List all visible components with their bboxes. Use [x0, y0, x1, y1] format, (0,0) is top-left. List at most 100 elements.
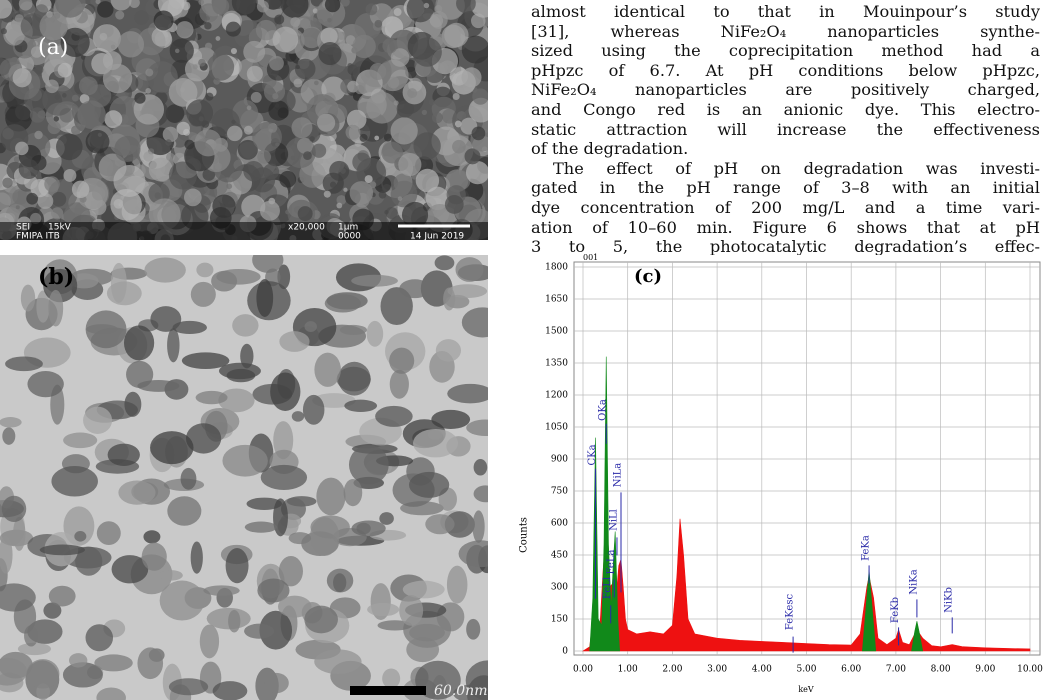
scale-label: 60.0nm [434, 683, 487, 699]
tem-particle [304, 606, 338, 634]
tem-particle [466, 619, 480, 640]
tem-particle [349, 445, 389, 484]
y-tick-label: 1500 [545, 327, 568, 337]
tem-particle [244, 624, 274, 639]
sem-grain [379, 191, 387, 199]
y-tick-label: 1200 [545, 391, 568, 401]
sem-grain [51, 207, 63, 219]
tem-particle [94, 654, 132, 671]
y-tick-label: 1800 [545, 263, 568, 273]
y-tick-label: 1650 [545, 295, 568, 305]
sem-grain [394, 8, 402, 16]
tem-particle [196, 263, 213, 278]
tem-particle [435, 255, 455, 270]
tem-particle [351, 520, 385, 536]
figures: (a)SEI15kVFMIPA ITBx20,0001µm000014 Jun … [0, 0, 1052, 700]
tem-particle [159, 570, 183, 581]
sem-grain [114, 136, 140, 162]
sem-grain [103, 64, 132, 93]
sem-grain [226, 22, 241, 37]
sem-grain [429, 99, 435, 105]
sem-grain [56, 134, 83, 161]
y-tick-label: 450 [551, 551, 568, 561]
tem-particle [40, 545, 85, 556]
sem-grain [365, 3, 377, 15]
sem-grain [205, 93, 213, 101]
sem-texture [0, 0, 498, 256]
sem-grain [170, 39, 194, 63]
tem-particle [97, 521, 121, 545]
tem-particle [160, 581, 205, 621]
sem-grain [318, 42, 341, 65]
sem-grain [145, 88, 151, 94]
tem-particle [409, 472, 449, 498]
sem-grain [352, 153, 371, 172]
tem-particle [240, 344, 253, 369]
tem-particle [413, 429, 458, 457]
tem-particle [264, 673, 289, 693]
sem-grain [79, 76, 98, 95]
sem-grain [324, 191, 331, 198]
tem-particle [261, 465, 307, 490]
tem-particle [83, 407, 112, 434]
sem-grain [198, 59, 206, 67]
scale-bar [350, 686, 426, 695]
sem-grain [472, 127, 486, 141]
sem-grain [314, 81, 319, 86]
peak-label: FeKb [890, 597, 901, 623]
panel-label: (b) [38, 264, 74, 290]
sem-grain [145, 69, 153, 77]
tem-particle [379, 512, 394, 525]
sem-grain [317, 114, 335, 132]
sem-grain [251, 92, 262, 103]
tem-particle [74, 531, 86, 542]
tem-particle [213, 681, 248, 700]
x-tick-label: 8.00 [931, 665, 951, 675]
tem-particle [191, 282, 216, 307]
sem-grain [269, 56, 284, 71]
panel-label: (a) [38, 35, 68, 60]
tem-particle [191, 541, 203, 573]
sem-grain [204, 22, 211, 29]
x-tick-label: 9.00 [975, 665, 995, 675]
sem-grain [398, 153, 421, 176]
sem-grain [63, 169, 76, 182]
sem-grain [247, 66, 263, 82]
tem-particle [227, 369, 256, 382]
tem-particle [144, 258, 185, 283]
y-tick-label: 1050 [545, 423, 568, 433]
tem-particle [126, 361, 153, 388]
sem-grain [375, 20, 383, 28]
y-axis-label: Counts [519, 517, 530, 553]
tem-particle [337, 367, 371, 392]
tem-particle [292, 411, 304, 422]
sem-grain [34, 131, 42, 139]
sem-grain [343, 188, 347, 192]
sem-grain [154, 10, 174, 30]
tem-particle [279, 331, 309, 352]
tem-particle [344, 400, 377, 412]
sem-grain [86, 130, 110, 154]
sem-grain [19, 159, 39, 179]
y-tick-label: 900 [551, 455, 568, 465]
tem-particle [167, 328, 179, 362]
sem-grain [369, 181, 376, 188]
sem-grain [260, 201, 280, 221]
tem-particle [256, 279, 273, 317]
sem-grain [244, 126, 253, 135]
page: almost identical to that in Mouinpour’s … [0, 0, 1052, 700]
x-tick-label: 4.00 [752, 665, 772, 675]
sem-grain [186, 99, 213, 126]
sem-grain [345, 125, 360, 140]
tem-particle [270, 373, 300, 411]
sem-grain [257, 150, 271, 164]
tem-particle [351, 275, 398, 287]
tem-particle [466, 420, 505, 436]
tem-particle [399, 595, 423, 626]
tem-particle [150, 431, 193, 464]
sem-grain [382, 38, 397, 53]
tem-particle [304, 321, 316, 332]
sem-grain [312, 144, 326, 158]
sem-grain [453, 93, 460, 100]
tem-particle [2, 496, 26, 522]
